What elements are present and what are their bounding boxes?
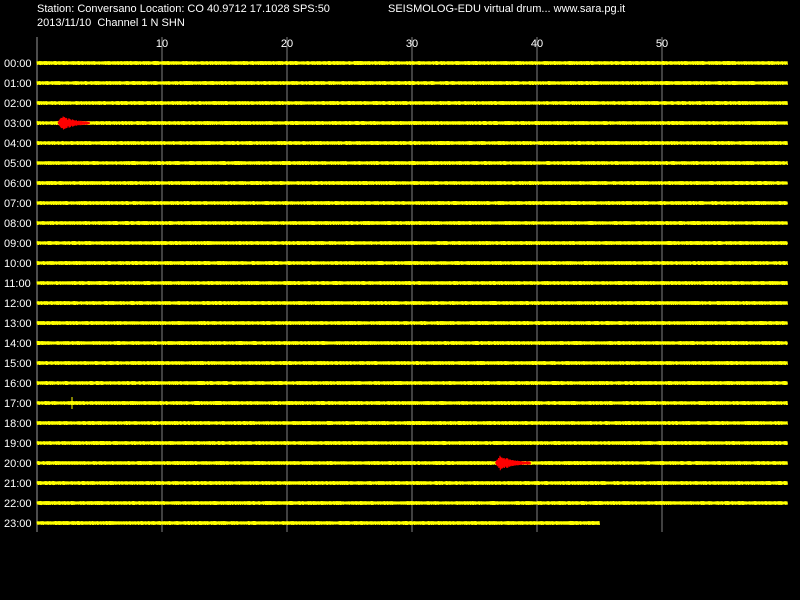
trace-row bbox=[36, 300, 788, 306]
hour-label: 19:00 bbox=[4, 438, 32, 450]
hour-label: 09:00 bbox=[4, 238, 32, 250]
trace-row bbox=[36, 280, 788, 286]
trace-row bbox=[36, 360, 788, 366]
x-tick-label: 10 bbox=[156, 38, 168, 50]
hour-label: 15:00 bbox=[4, 358, 32, 370]
hour-label: 02:00 bbox=[4, 98, 32, 110]
x-tick-label: 50 bbox=[656, 38, 668, 50]
trace-row bbox=[36, 400, 788, 406]
trace-row bbox=[36, 220, 788, 226]
trace-row bbox=[36, 260, 788, 266]
trace-row bbox=[36, 380, 788, 386]
hour-label: 21:00 bbox=[4, 478, 32, 490]
brand-info: SEISMOLOG-EDU virtual drum... www.sara.p… bbox=[388, 3, 626, 15]
trace-row bbox=[36, 80, 788, 86]
trace-row bbox=[36, 480, 788, 486]
hour-label: 13:00 bbox=[4, 318, 32, 330]
trace-row bbox=[36, 120, 788, 126]
date-channel-info: 2013/11/10 Channel 1 N SHN bbox=[37, 17, 185, 29]
hour-label: 18:00 bbox=[4, 418, 32, 430]
hour-label: 20:00 bbox=[4, 458, 32, 470]
trace-row bbox=[36, 520, 600, 526]
trace-row bbox=[36, 340, 788, 346]
hour-label: 03:00 bbox=[4, 118, 32, 130]
trace-row bbox=[36, 160, 788, 166]
trace-row bbox=[36, 440, 788, 446]
hour-label: 04:00 bbox=[4, 138, 32, 150]
hour-label: 11:00 bbox=[4, 278, 31, 290]
trace-row bbox=[36, 460, 788, 466]
trace-row bbox=[36, 420, 788, 426]
seismic-event bbox=[495, 455, 531, 471]
hour-label: 06:00 bbox=[4, 178, 32, 190]
seismic-event bbox=[57, 116, 90, 130]
trace-row bbox=[36, 140, 788, 146]
hour-label: 23:00 bbox=[4, 518, 32, 530]
hour-label: 16:00 bbox=[4, 378, 32, 390]
hour-label: 05:00 bbox=[4, 158, 32, 170]
x-tick-label: 30 bbox=[406, 38, 418, 50]
station-info: Station: Conversano Location: CO 40.9712… bbox=[37, 3, 330, 15]
hour-label: 08:00 bbox=[4, 218, 32, 230]
trace-row bbox=[36, 500, 788, 506]
hour-label: 14:00 bbox=[4, 338, 32, 350]
hour-label: 17:00 bbox=[4, 398, 32, 410]
hour-label: 00:00 bbox=[4, 58, 32, 70]
hour-label: 01:00 bbox=[4, 78, 32, 90]
x-tick-label: 40 bbox=[531, 38, 543, 50]
trace-row bbox=[36, 180, 788, 186]
hour-label: 12:00 bbox=[4, 298, 32, 310]
trace-row bbox=[36, 200, 788, 206]
hour-label: 10:00 bbox=[4, 258, 32, 270]
trace-row bbox=[36, 320, 788, 326]
x-tick-label: 20 bbox=[281, 38, 293, 50]
trace-row bbox=[36, 240, 788, 246]
hour-label: 07:00 bbox=[4, 198, 32, 210]
trace-row bbox=[36, 60, 788, 66]
hour-label: 22:00 bbox=[4, 498, 32, 510]
trace-row bbox=[36, 100, 788, 106]
